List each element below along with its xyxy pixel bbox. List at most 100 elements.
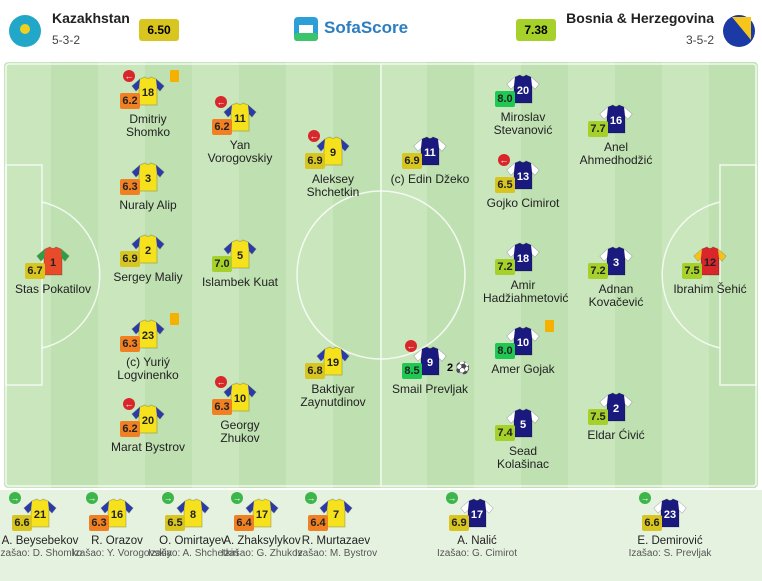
shirt-number: 21 <box>34 509 46 521</box>
home-name: Kazakhstan <box>52 10 130 26</box>
yellow-card <box>170 70 179 82</box>
shirt: 18 <box>131 76 165 106</box>
replaced: Izašao: G. Zhukov <box>221 548 303 559</box>
rating: 7.5 <box>588 409 608 425</box>
shirt-number: 23 <box>142 330 154 342</box>
brand: SofaScore <box>324 18 409 37</box>
player-name: A. Zhaksylykov <box>223 535 301 547</box>
rating: 6.8 <box>305 363 325 379</box>
player: 10 8.0 Amer Gojak <box>478 320 568 376</box>
shirt-number: 18 <box>517 253 529 265</box>
player: 1 6.7 Stas Pokatilov <box>8 246 98 296</box>
player-name: A. Beysebekov <box>1 535 79 547</box>
rating: 6.9 <box>402 153 422 169</box>
substitute: 7 6.4 R. Murtazaev Izašao: M. Bystrov → <box>291 492 381 559</box>
shirt: 11 <box>413 136 447 166</box>
player-name: Amir Hadžiahmetović <box>483 278 569 305</box>
rating: 7.5 <box>682 263 702 279</box>
player-name: Anel Ahmedhodžić <box>579 140 653 167</box>
rating: 7.7 <box>588 121 608 137</box>
rating: 6.3 <box>212 399 232 415</box>
shirt-number: 20 <box>517 85 529 97</box>
rating: 6.4 <box>308 515 328 531</box>
player: 11 6.9 (c) Edin Džeko <box>385 136 475 186</box>
shirt-number: 12 <box>704 257 716 269</box>
sub-on: → <box>9 492 21 504</box>
player-name: Marat Bystrov <box>110 440 185 454</box>
player: 18 7.2 Amir Hadžiahmetović <box>478 242 568 305</box>
player-name: Smail Prevljak <box>391 382 469 396</box>
player-name: Amer Gojak <box>491 362 555 376</box>
sub-off: ← <box>215 96 227 108</box>
sub-off: ← <box>215 376 227 388</box>
shirt-number: 17 <box>471 509 483 521</box>
replaced: Izašao: D. Shomko <box>0 548 83 559</box>
rating: 6.5 <box>495 177 515 193</box>
shirt: 2 <box>131 234 165 264</box>
player-name: Aleksey Shchetkin <box>306 172 360 199</box>
ball-icon: ⚽ <box>455 361 470 375</box>
player: 10 6.3 Georgy Zhukov ← <box>195 376 285 445</box>
shirt: 10 <box>506 326 540 356</box>
rating: 6.5 <box>165 515 185 531</box>
shirt-number: 2 <box>613 403 619 415</box>
player-name: Miroslav Stevanović <box>493 110 553 137</box>
shirt-number: 13 <box>517 171 529 183</box>
substitute: 17 6.9 A. Nalić Izašao: G. Cimirot → <box>432 492 522 559</box>
shirt: 3 <box>131 162 165 192</box>
shirt: 20 <box>506 74 540 104</box>
player-name: Nuraly Alip <box>119 198 177 212</box>
rating: 6.2 <box>120 421 140 437</box>
shirt: 16 <box>599 104 633 134</box>
player: 19 6.8 Baktiyar Zaynutdinov <box>288 346 378 409</box>
substitute: 8 6.5 O. Omirtayev Izašao: A. Shchetkin → <box>148 492 239 559</box>
rating: 7.0 <box>212 256 232 272</box>
shirt: 8 <box>176 498 210 528</box>
player-name: Ibrahim Šehić <box>673 282 747 296</box>
player-name: (c) Yuriý Logvinenko <box>117 355 179 382</box>
rating: 8.5 <box>402 363 422 379</box>
yellow-card <box>170 313 179 325</box>
shirt-number: 9 <box>427 357 433 369</box>
shirt-number: 23 <box>664 509 676 521</box>
shirt: 19 <box>316 346 350 376</box>
player-name: O. Omirtayev <box>159 535 227 547</box>
player-name: R. Murtazaev <box>301 535 371 547</box>
pitch <box>4 62 758 488</box>
player: 20 8.0 Miroslav Stevanović <box>478 74 568 137</box>
player: 3 6.3 Nuraly Alip <box>103 162 193 212</box>
rating: 6.9 <box>449 515 469 531</box>
rating: 6.2 <box>120 93 140 109</box>
pitch-lines <box>5 63 757 487</box>
substitute: 16 6.3 R. Orazov Izašao: Y. Vorogovskiy → <box>72 492 172 559</box>
player: 5 7.4 Sead Kolašinac <box>478 408 568 471</box>
player: 9 6.9 Aleksey Shchetkin ← <box>288 130 378 199</box>
away-formation: 3-5-2 <box>685 33 714 47</box>
rating: 6.3 <box>120 336 140 352</box>
rating: 6.3 <box>89 515 109 531</box>
substitute: 17 6.4 A. Zhaksylykov Izašao: G. Zhukov → <box>217 492 307 559</box>
rating: 6.7 <box>25 263 45 279</box>
rating: 6.9 <box>120 251 140 267</box>
sub-on: → <box>639 492 651 504</box>
shirt-number: 8 <box>190 509 196 521</box>
shirt-number: 20 <box>142 415 154 427</box>
player: 16 7.7 Anel Ahmedhodžić <box>571 104 661 167</box>
rating: 7.2 <box>495 259 515 275</box>
shirt: 20 <box>131 404 165 434</box>
player: 2 6.9 Sergey Maliy <box>103 234 193 284</box>
player-name: Eldar Ćivić <box>587 428 645 442</box>
shirt: 5 <box>506 408 540 438</box>
away-flag <box>723 15 755 47</box>
player: 2 7.5 Eldar Ćivić <box>571 392 661 442</box>
rating: 6.4 <box>234 515 254 531</box>
away-name: Bosnia & Herzegovina <box>566 10 714 26</box>
sub-off: ← <box>308 130 320 142</box>
player: 18 6.2 Dmitriy Shomko ← <box>103 70 193 139</box>
shirt-number: 17 <box>256 509 268 521</box>
rating: 6.9 <box>305 153 325 169</box>
player: 13 6.5 Gojko Cimirot ← <box>478 154 568 210</box>
player: 23 6.3 (c) Yuriý Logvinenko <box>103 313 193 382</box>
shirt: 7 <box>319 498 353 528</box>
